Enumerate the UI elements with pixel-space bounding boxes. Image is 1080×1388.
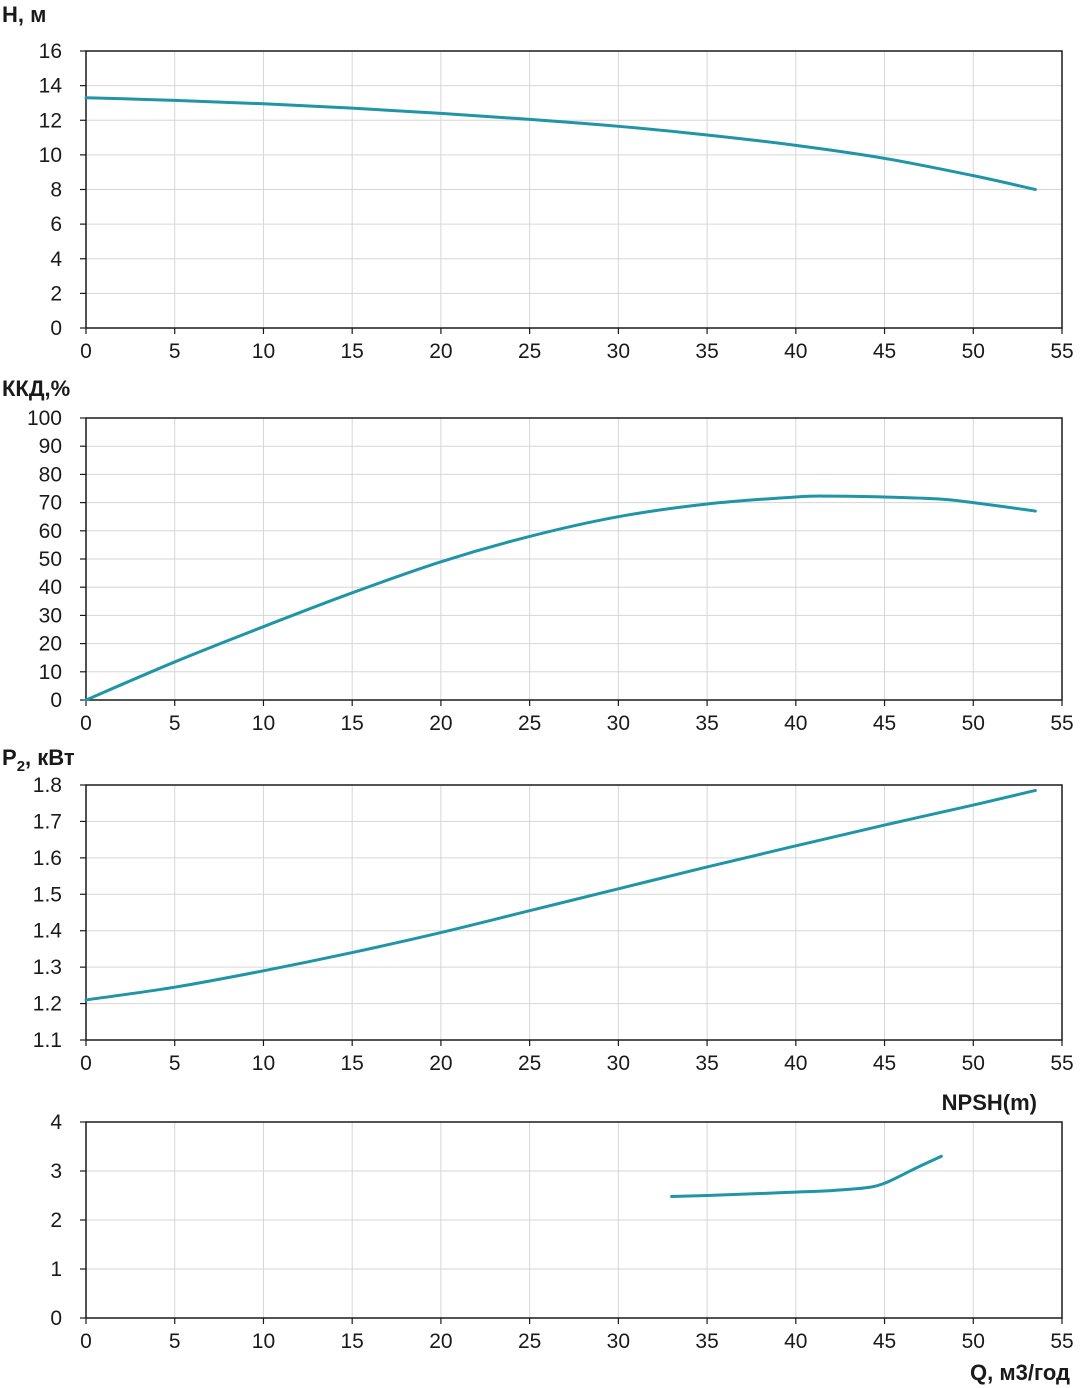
y-tick-label: 0 xyxy=(50,689,62,712)
x-tick-label: 0 xyxy=(80,340,92,363)
x-tick-label: 5 xyxy=(169,1330,181,1353)
y-tick-label: 0 xyxy=(50,317,62,340)
x-tick-label: 5 xyxy=(169,1052,181,1075)
x-tick-label: 50 xyxy=(962,712,985,735)
y-tick-label: 4 xyxy=(50,1111,62,1134)
y-tick-label: 70 xyxy=(39,492,62,515)
x-tick-label: 15 xyxy=(341,712,364,735)
y-tick-label: 10 xyxy=(39,144,62,167)
y-tick-label: 80 xyxy=(39,463,62,486)
plot-frame xyxy=(85,417,1063,701)
x-tick-label: 20 xyxy=(429,712,452,735)
x-tick-label: 55 xyxy=(1050,340,1073,363)
series-line-4 xyxy=(670,1154,943,1198)
y-tick-label: 50 xyxy=(39,548,62,571)
y-tick-label: 0 xyxy=(50,1307,62,1330)
y-axis-label: H, м xyxy=(2,2,46,27)
y-tick-label: 6 xyxy=(50,213,62,236)
x-tick-label: 55 xyxy=(1050,712,1073,735)
x-tick-label: 35 xyxy=(695,1330,718,1353)
x-tick-label: 45 xyxy=(873,1330,896,1353)
x-tick-label: 15 xyxy=(341,1052,364,1075)
y-tick-label: 12 xyxy=(39,109,62,132)
x-tick-label: 20 xyxy=(429,340,452,363)
y-tick-label: 60 xyxy=(39,520,62,543)
plot-frame xyxy=(85,784,1063,1041)
chart-panel-2: 0 5 10 15 20 25 30 35 40 45 50 55 0 10 20 30 40 50 60 70 80 9… xyxy=(2,376,1074,735)
y-tick-label: 1 xyxy=(50,1258,62,1281)
x-tick-label: 45 xyxy=(873,340,896,363)
x-tick-label: 35 xyxy=(695,1052,718,1075)
y-axis-label: NPSH(m) xyxy=(942,1090,1037,1115)
y-tick-label: 1.2 xyxy=(33,993,62,1016)
x-axis-label: Q, м3/год xyxy=(970,1360,1070,1385)
x-tick-label: 35 xyxy=(695,340,718,363)
x-tick-label: 10 xyxy=(252,1330,275,1353)
y-tick-label: 4 xyxy=(50,248,62,271)
y-tick-label: 100 xyxy=(27,407,62,430)
x-tick-label: 50 xyxy=(962,1052,985,1075)
y-tick-label: 1.8 xyxy=(33,774,62,797)
y-tick-label: 2 xyxy=(50,1209,62,1232)
chart-panel-4: 0 5 10 15 20 25 30 35 40 45 50 55 0 1 2 3 4 NPSH(m) Q, м3/… xyxy=(50,1090,1073,1385)
x-tick-label: 5 xyxy=(169,340,181,363)
y-axis-label: P2, кВт xyxy=(2,745,75,775)
x-tick-label: 40 xyxy=(784,1330,807,1353)
y-tick-label: 16 xyxy=(39,40,62,63)
x-tick-label: 0 xyxy=(80,1330,92,1353)
x-tick-label: 30 xyxy=(607,712,630,735)
plot-frame xyxy=(85,50,1063,329)
x-tick-label: 35 xyxy=(695,712,718,735)
y-tick-label: 1.3 xyxy=(33,956,62,979)
plot-frame xyxy=(85,1121,1063,1319)
y-tick-label: 8 xyxy=(50,179,62,202)
y-tick-label: 20 xyxy=(39,633,62,656)
y-tick-label: 90 xyxy=(39,435,62,458)
y-tick-label: 1.5 xyxy=(33,883,62,906)
x-tick-label: 45 xyxy=(873,1052,896,1075)
x-tick-label: 5 xyxy=(169,712,181,735)
x-tick-label: 55 xyxy=(1050,1330,1073,1353)
y-tick-label: 1.4 xyxy=(33,920,63,943)
y-axis-label: ККД,% xyxy=(2,376,70,401)
x-tick-label: 0 xyxy=(80,1052,92,1075)
y-tick-label: 1.6 xyxy=(33,847,62,870)
x-tick-label: 40 xyxy=(784,340,807,363)
x-tick-label: 10 xyxy=(252,340,275,363)
series-line-2 xyxy=(84,494,1037,702)
x-tick-label: 40 xyxy=(784,1052,807,1075)
x-tick-label: 50 xyxy=(962,1330,985,1353)
series-line-1 xyxy=(84,96,1037,191)
x-tick-label: 25 xyxy=(518,340,541,363)
x-tick-label: 55 xyxy=(1050,1052,1073,1075)
x-tick-label: 30 xyxy=(607,1330,630,1353)
x-tick-label: 25 xyxy=(518,712,541,735)
y-tick-label: 3 xyxy=(50,1160,62,1183)
chart-panel-3: 0 5 10 15 20 25 30 35 40 45 50 55 1.1 1.2 1.3 1.4 1.5 1.6… xyxy=(2,745,1074,1075)
series-line-3 xyxy=(84,788,1037,1002)
x-tick-label: 20 xyxy=(429,1052,452,1075)
y-tick-label: 10 xyxy=(39,661,62,684)
x-tick-label: 10 xyxy=(252,1052,275,1075)
x-tick-label: 45 xyxy=(873,712,896,735)
x-tick-label: 10 xyxy=(252,712,275,735)
x-tick-label: 15 xyxy=(341,1330,364,1353)
x-tick-label: 20 xyxy=(429,1330,452,1353)
x-tick-label: 25 xyxy=(518,1052,541,1075)
x-tick-label: 0 xyxy=(80,712,92,735)
x-tick-label: 15 xyxy=(341,340,364,363)
y-tick-label: 1.1 xyxy=(33,1029,62,1052)
y-tick-label: 40 xyxy=(39,576,62,599)
y-tick-label: 14 xyxy=(39,75,63,98)
x-tick-label: 40 xyxy=(784,712,807,735)
y-tick-label: 1.7 xyxy=(33,810,62,833)
y-tick-label: 30 xyxy=(39,604,62,627)
chart-panel-1: 0 5 10 15 20 25 30 35 40 45 50 55 0 2 4 6 8 10 12 14 16 H, м xyxy=(2,2,1074,363)
x-tick-label: 30 xyxy=(607,1052,630,1075)
x-tick-label: 50 xyxy=(962,340,985,363)
x-tick-label: 25 xyxy=(518,1330,541,1353)
y-tick-label: 2 xyxy=(50,282,62,305)
x-tick-label: 30 xyxy=(607,340,630,363)
